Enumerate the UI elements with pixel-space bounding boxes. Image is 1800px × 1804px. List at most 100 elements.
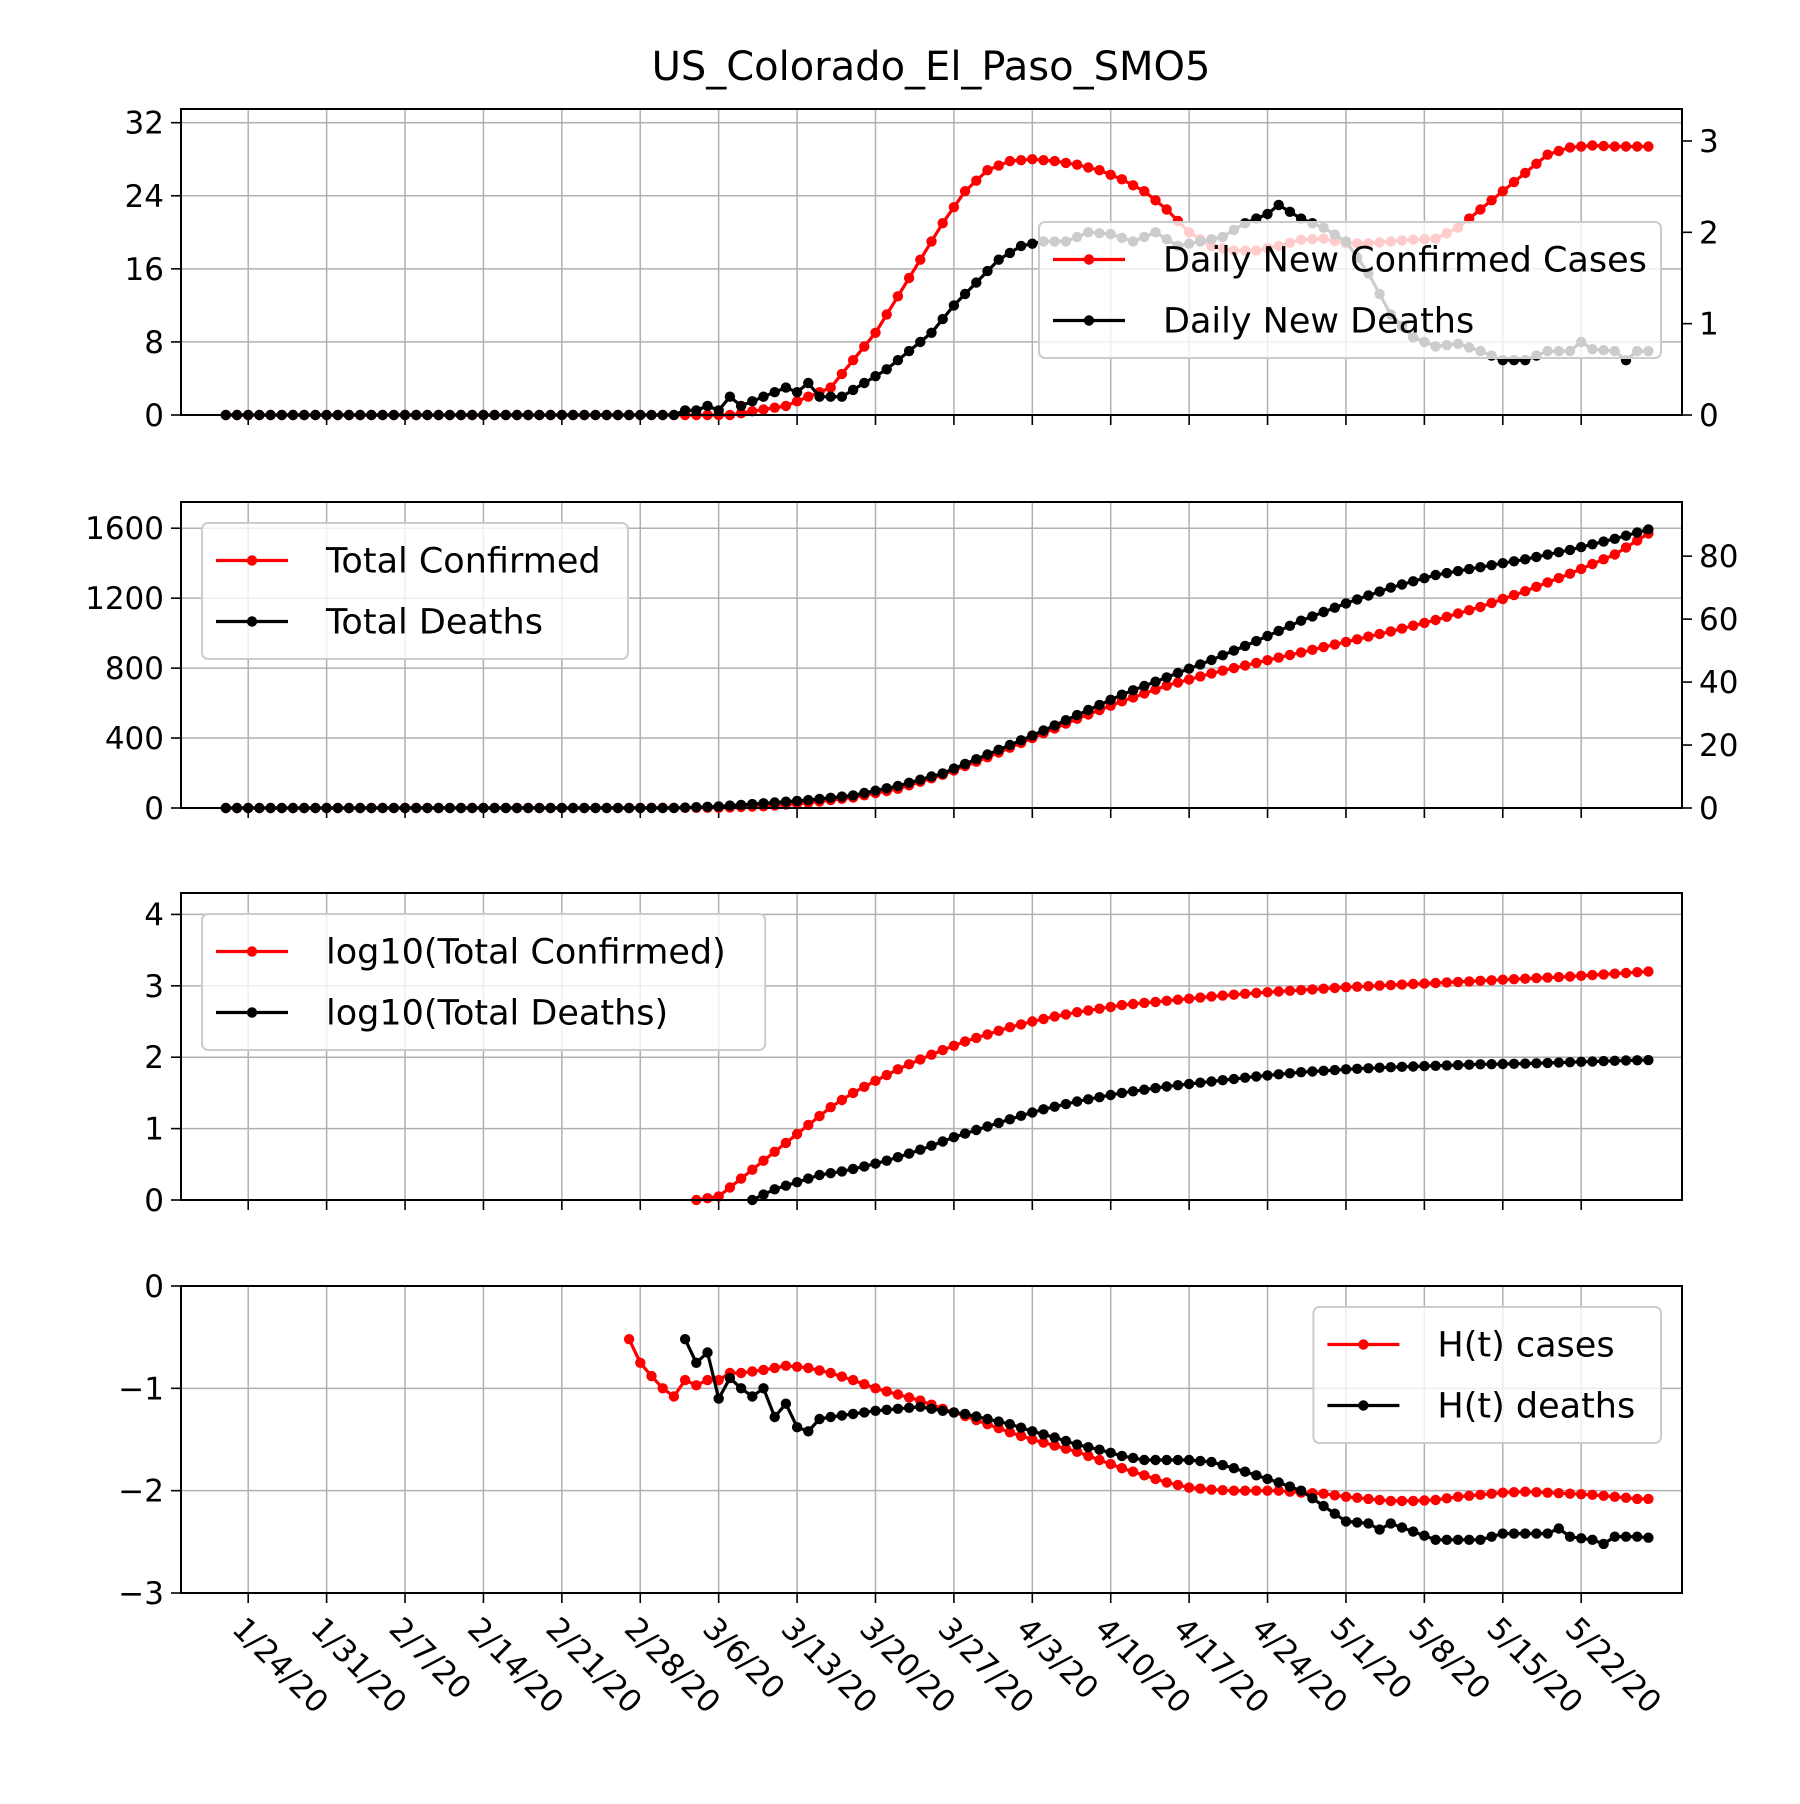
data-point xyxy=(1419,1495,1430,1506)
data-point xyxy=(1105,1447,1116,1459)
data-point xyxy=(836,1410,848,1421)
data-point xyxy=(1049,1440,1060,1451)
data-point xyxy=(1632,535,1643,546)
data-point xyxy=(1038,155,1049,166)
panel-4: −3 −2 −1 0 H(t) cases H(t) deaths xyxy=(118,1269,1683,1612)
data-point xyxy=(747,1164,758,1175)
data-point xyxy=(1609,549,1621,560)
figure-title: US_Colorado_El_Paso_SMO5 xyxy=(652,44,1211,90)
data-point xyxy=(1576,141,1587,152)
data-point xyxy=(1452,1491,1464,1503)
data-point xyxy=(1441,1534,1453,1546)
data-point xyxy=(1329,1490,1341,1501)
data-point xyxy=(1105,1001,1116,1013)
y-tick-label: −3 xyxy=(118,1576,164,1612)
data-point xyxy=(791,1128,803,1140)
legend: Total Confirmed Total Deaths xyxy=(201,522,629,660)
data-point xyxy=(713,1393,724,1404)
data-point xyxy=(1060,1009,1072,1020)
data-point xyxy=(1508,974,1520,985)
data-point xyxy=(881,783,892,794)
data-point xyxy=(1195,1077,1206,1088)
data-point xyxy=(1643,524,1654,535)
data-point xyxy=(1419,1530,1430,1541)
data-point xyxy=(1486,1488,1497,1499)
data-point xyxy=(1497,974,1509,985)
data-point xyxy=(1150,1473,1161,1485)
data-point xyxy=(903,1402,915,1414)
data-point xyxy=(1329,602,1341,613)
data-point xyxy=(859,1379,870,1390)
data-point xyxy=(803,1173,814,1184)
data-point xyxy=(1497,558,1509,569)
data-point xyxy=(1598,1538,1609,1550)
data-point xyxy=(803,1362,814,1374)
y-tick-label: 400 xyxy=(105,721,164,757)
data-point xyxy=(1318,606,1329,618)
data-point xyxy=(1127,1466,1139,1477)
data-point xyxy=(1553,971,1565,983)
y2-tick-label: 40 xyxy=(1699,665,1738,701)
data-point xyxy=(1632,967,1643,978)
data-point xyxy=(1150,1082,1161,1094)
data-point xyxy=(1284,1481,1296,1492)
data-point xyxy=(847,790,859,801)
data-point xyxy=(691,405,702,416)
data-point xyxy=(1553,1488,1565,1499)
data-point xyxy=(1295,984,1307,996)
data-point xyxy=(1430,569,1441,581)
y2-tick-label: 60 xyxy=(1699,602,1738,638)
data-point xyxy=(1340,598,1352,609)
data-point xyxy=(948,300,960,311)
data-point xyxy=(1183,674,1195,685)
data-point xyxy=(870,327,881,338)
data-point xyxy=(1060,1443,1072,1454)
data-point xyxy=(915,254,926,265)
data-point xyxy=(1520,586,1531,597)
data-point xyxy=(702,1193,713,1204)
data-point xyxy=(825,382,836,393)
data-point xyxy=(1598,536,1609,547)
data-point xyxy=(1083,1005,1094,1016)
legend-label: Total Confirmed xyxy=(325,542,601,582)
data-point xyxy=(1262,987,1273,998)
data-point xyxy=(1363,981,1374,992)
data-point xyxy=(803,391,814,402)
data-point xyxy=(1531,1058,1542,1069)
y-tick-label: 3 xyxy=(144,969,164,1005)
data-point xyxy=(859,1161,870,1172)
data-point xyxy=(825,792,836,803)
data-point xyxy=(1161,672,1172,683)
data-point xyxy=(959,186,971,197)
data-point xyxy=(1004,1021,1016,1033)
legend-label: H(t) cases xyxy=(1437,1326,1614,1366)
data-point xyxy=(1262,655,1273,666)
data-point xyxy=(1116,1450,1128,1462)
data-point xyxy=(1452,565,1464,577)
data-point xyxy=(1295,1485,1307,1496)
data-point xyxy=(1430,977,1441,989)
data-point xyxy=(825,1411,836,1423)
data-point xyxy=(1273,986,1284,997)
data-point xyxy=(1374,1062,1385,1073)
data-point xyxy=(1217,1485,1228,1496)
data-point xyxy=(769,1184,780,1195)
data-point xyxy=(903,272,915,284)
data-point xyxy=(1408,1526,1419,1537)
data-point xyxy=(1564,1488,1576,1499)
data-point xyxy=(1038,725,1049,736)
data-point xyxy=(1161,1477,1172,1488)
data-point xyxy=(1587,1056,1598,1067)
data-point xyxy=(1363,590,1374,601)
data-point xyxy=(903,1392,915,1403)
data-point xyxy=(1374,1494,1385,1506)
data-point xyxy=(1564,1057,1576,1068)
data-point xyxy=(971,175,982,186)
data-point xyxy=(1475,1059,1486,1070)
data-point xyxy=(959,758,971,770)
data-point xyxy=(1004,739,1016,751)
data-point xyxy=(747,406,758,417)
data-point xyxy=(1441,977,1453,988)
data-point xyxy=(1508,556,1520,567)
